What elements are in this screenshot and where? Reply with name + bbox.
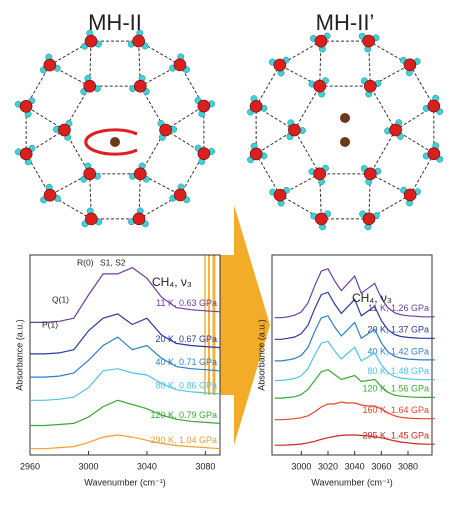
oxygen-atom (20, 148, 32, 160)
oxygen-atom (198, 100, 210, 112)
x-tick-label: 3060 (371, 461, 391, 471)
figure: MH-II MH-II’ 2960 3000 3040 3080 Wavenumber … (0, 0, 459, 506)
oxygen-atom (134, 80, 146, 92)
hydrogen-bond (410, 154, 434, 195)
oxygen-atom (404, 189, 416, 201)
oxygen-atom (174, 59, 186, 71)
series-label: 80 K, 0.86 GPa (155, 380, 217, 390)
oxygen-atom (84, 80, 96, 92)
x-axis-label: Wavenumber (cm⁻¹) (311, 477, 392, 487)
series-label: 120 K, 0.79 GPa (150, 410, 217, 420)
peak-label: Q(1) (52, 294, 69, 304)
series-label: 40 K, 1.42 GPa (367, 346, 429, 356)
oxygen-atom (364, 80, 376, 92)
oxygen-atom (84, 168, 96, 180)
oxygen-atom (364, 168, 376, 180)
cage-structure (15, 30, 215, 227)
oxygen-atom (314, 168, 326, 180)
series-label: 11 K, 0.63 GPa (156, 298, 217, 308)
hydrogen-bond (294, 86, 319, 130)
series-label: 20 K, 0.67 GPa (155, 334, 217, 344)
panel-title: MH-II (88, 10, 142, 35)
oxygen-atom (198, 148, 210, 160)
oxygen-atom (174, 189, 186, 201)
oxygen-atom (85, 35, 97, 47)
oxygen-atom (428, 100, 440, 112)
oxygen-atom (58, 124, 70, 136)
oxygen-atom (363, 35, 375, 47)
oxygen-atom (85, 213, 97, 225)
oxygen-atom (404, 59, 416, 71)
oxygen-atom (314, 80, 326, 92)
x-tick-label: 2960 (20, 461, 40, 471)
series-label: 295 K, 1.45 GPa (362, 431, 429, 441)
oxygen-atom (133, 35, 145, 47)
oxygen-atom (160, 124, 172, 136)
oxygen-atom (428, 148, 440, 160)
oxygen-atom (44, 59, 56, 71)
panel-title: MH-II’ (316, 10, 375, 35)
series-label: 160 K, 1.64 GPa (362, 405, 429, 415)
oxygen-atom (315, 213, 327, 225)
annotation: CH₄, ν₃ (152, 275, 192, 289)
peak-label: P(1) (42, 319, 58, 329)
x-tick-label: 3040 (137, 461, 157, 471)
oxygen-atom (44, 189, 56, 201)
hydrogen-bond (370, 86, 395, 130)
peak-label: R(0) (77, 257, 94, 267)
oxygen-atom (133, 213, 145, 225)
oxygen-atom (250, 100, 262, 112)
hydrogen-bond (294, 130, 319, 174)
x-tick-label: 3080 (398, 461, 418, 471)
hydrogen-bond (166, 106, 204, 130)
x-tick-label: 3000 (291, 461, 311, 471)
hydrogen-bond (410, 65, 434, 106)
y-axis-label: Absorbance (a.u.) (256, 319, 266, 391)
cage-structure (247, 33, 443, 230)
series-label: 40 K, 0.71 GPa (155, 357, 217, 367)
hydrogen-bond (370, 130, 395, 174)
x-tick-label: 3000 (78, 461, 98, 471)
oxygen-atom (390, 124, 402, 136)
series-label: 290 K, 1.04 GPa (150, 435, 217, 445)
oxygen-atom (274, 189, 286, 201)
y-axis-label: Absorbance (a.u.) (14, 319, 24, 391)
series-label: 80 K, 1.48 GPa (367, 366, 429, 376)
methane-carbon (340, 113, 350, 123)
x-tick-label: 3080 (195, 461, 215, 471)
x-tick-label: 3040 (345, 461, 365, 471)
peak-label: S1, S2 (100, 257, 126, 267)
annotation: CH₄, ν₃ (352, 291, 392, 305)
x-axis-label: Wavenumber (cm⁻¹) (84, 477, 165, 487)
oxygen-atom (134, 168, 146, 180)
oxygen-atom (363, 213, 375, 225)
methane-carbon (340, 137, 350, 147)
oxygen-atom (20, 100, 32, 112)
x-tick-label: 3020 (318, 461, 338, 471)
hydrogen-bond (256, 154, 280, 195)
oxygen-atom (288, 124, 300, 136)
oxygen-atom (274, 59, 286, 71)
oxygen-atom (315, 35, 327, 47)
methane-carbon (110, 137, 120, 147)
hydrogen-bond (26, 106, 64, 130)
hydrogen-bond (256, 65, 280, 106)
series-label: 120 K, 1.56 GPa (362, 384, 429, 394)
oxygen-atom (250, 148, 262, 160)
